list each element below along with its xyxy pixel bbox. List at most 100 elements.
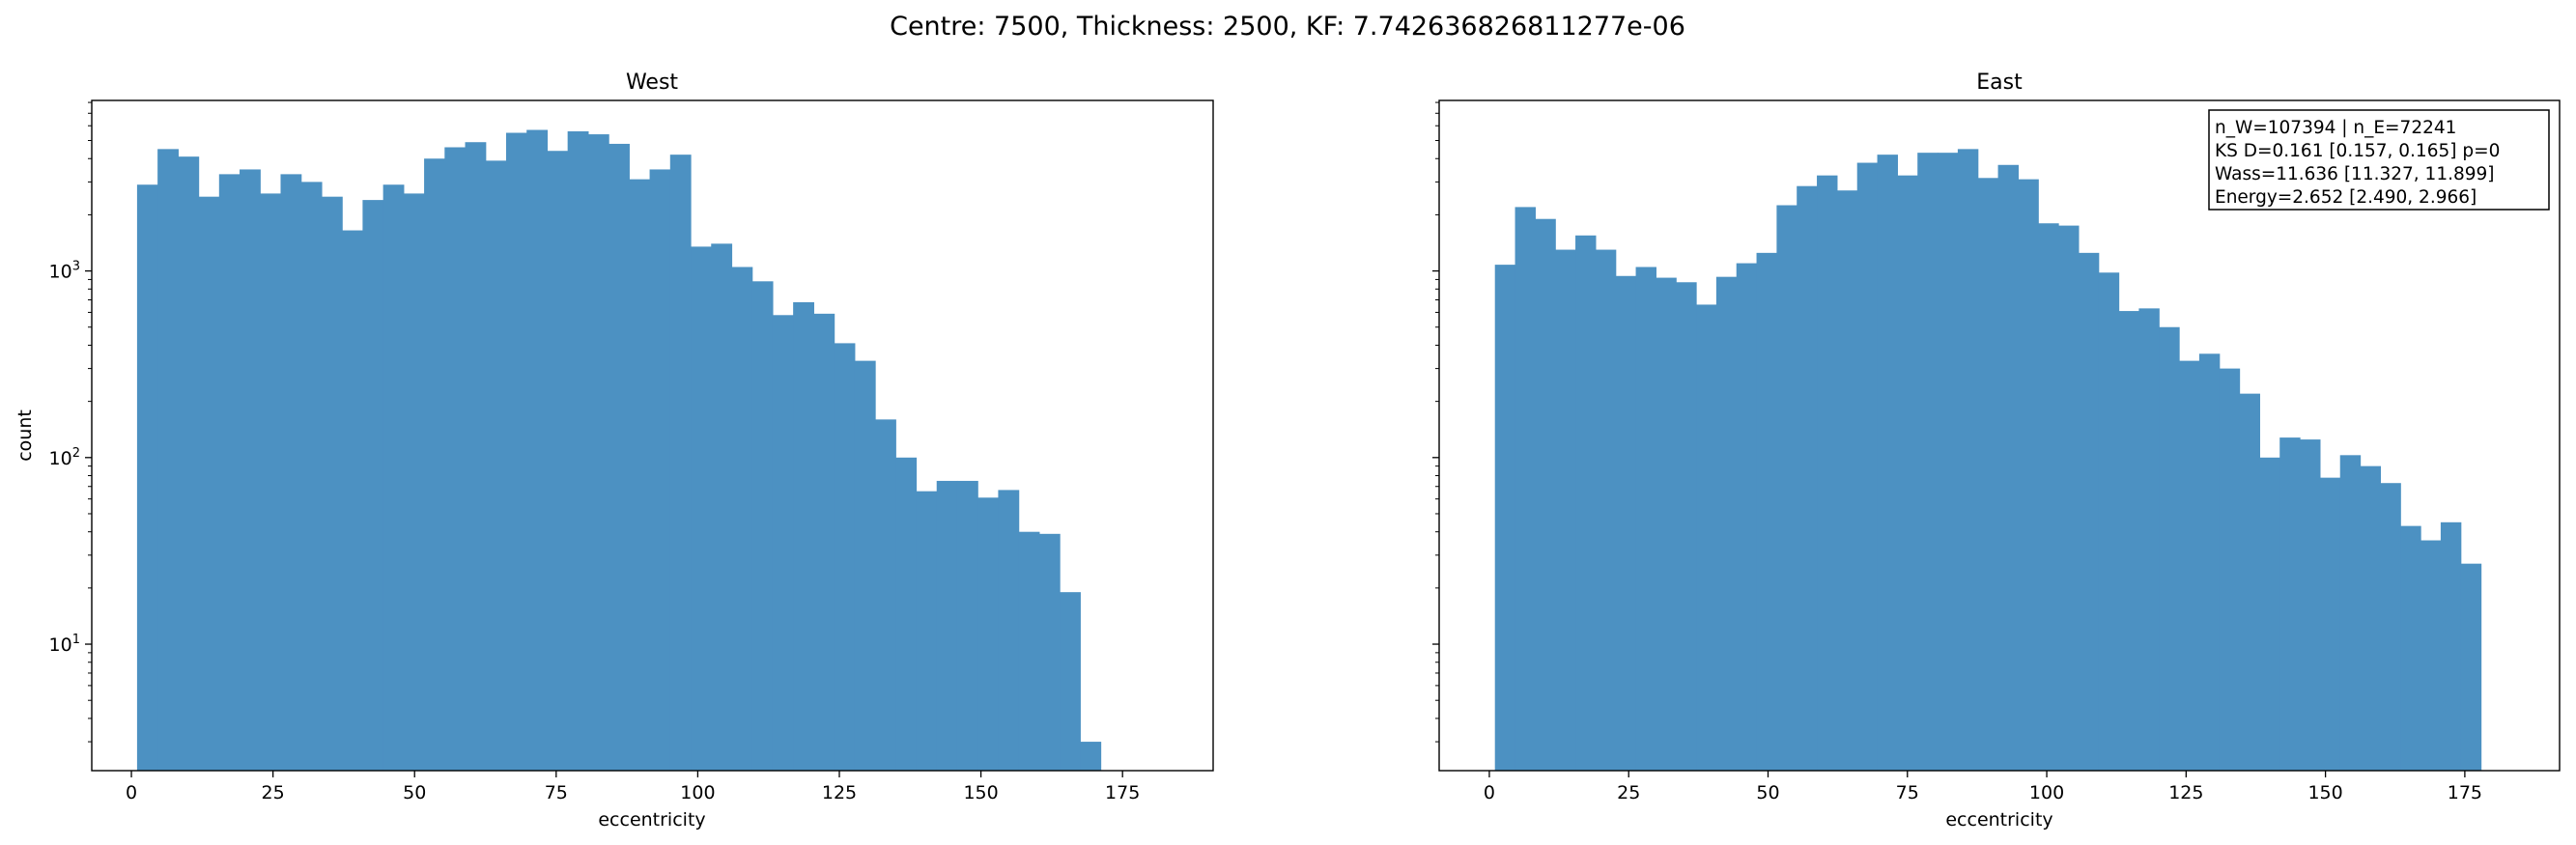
histogram-bar [1676, 282, 1697, 771]
stats-box-frame [2208, 109, 2550, 211]
histogram-bar [198, 196, 220, 771]
histogram-bar [2138, 308, 2160, 771]
x-tick-label: 75 [1896, 782, 1919, 803]
histogram-bar [2400, 525, 2421, 771]
histogram-bar [1997, 164, 2019, 771]
x-tick-label: 150 [2307, 782, 2342, 803]
histogram-bar [240, 169, 261, 771]
histogram-bar [1797, 185, 1818, 771]
histogram-bar [2179, 360, 2200, 771]
histogram-bar [1555, 249, 1576, 771]
west-chart: 0 25 50 75 100 125 150 175 101 102 103 West eccen… [14, 70, 1214, 831]
x-tick-label: 75 [545, 782, 568, 803]
histogram-bar [2198, 353, 2221, 771]
histogram-bar [300, 182, 323, 771]
histogram-bar [772, 315, 794, 771]
histogram-bar [2159, 326, 2180, 771]
stats-line-wass: Wass=11.636 [11.327, 11.899] [2215, 164, 2495, 184]
histogram-bar [1917, 153, 1939, 772]
east-x-ticks: 0 25 50 75 100 125 150 175 [1484, 771, 2482, 803]
east-title: East [1976, 70, 2023, 95]
histogram-bar [1957, 149, 1979, 772]
histogram-bar [2018, 179, 2039, 771]
figure-suptitle: Centre: 7500, Thickness: 2500, KF: 7.742… [890, 12, 1685, 42]
west-y-ticks: 101 102 103 [49, 101, 92, 743]
histogram-bar [629, 179, 651, 771]
histogram-bar [1836, 190, 1858, 772]
histogram-bar [1018, 531, 1040, 771]
histogram-bar [424, 158, 445, 772]
histogram-bar [260, 193, 282, 771]
x-tick-label: 0 [1484, 782, 1495, 803]
x-tick-label: 50 [1756, 782, 1779, 803]
histogram-bar [649, 169, 671, 771]
histogram-bar [403, 193, 425, 771]
histogram-bar [587, 134, 609, 771]
histogram-bar [2360, 465, 2381, 771]
histogram-bar [2420, 540, 2442, 771]
histogram-bar [1615, 275, 1637, 771]
histogram-bar [834, 343, 856, 771]
histogram-bar [2440, 521, 2462, 771]
histogram-bar [1977, 178, 1999, 772]
x-tick-label: 175 [1105, 782, 1140, 803]
east-y-ticks [1432, 101, 1439, 743]
histogram-bar [218, 174, 241, 771]
histogram-bar [1817, 175, 1838, 771]
histogram-bar [2460, 563, 2482, 771]
histogram-bar [854, 360, 876, 771]
histogram-bar [691, 246, 712, 771]
histogram-bar [977, 497, 1000, 771]
x-tick-label: 175 [2448, 782, 2482, 803]
histogram-bar [793, 301, 814, 771]
stats-box: n_W=107394 | n_E=72241 KS D=0.161 [0.157… [2208, 109, 2550, 211]
histogram-bar [2259, 457, 2280, 771]
histogram-bar [2118, 311, 2139, 771]
histogram-bar [813, 313, 835, 771]
histogram-bar [895, 457, 918, 771]
histogram-bar [382, 184, 405, 772]
histogram-bar [609, 143, 630, 771]
histogram-bar [1877, 155, 1898, 771]
histogram-bar [2098, 272, 2120, 771]
histogram-bar [136, 184, 158, 772]
histogram-bar [1938, 153, 1959, 772]
histogram-bar [567, 131, 589, 771]
histogram-bar [485, 160, 507, 772]
histogram-bar [362, 200, 384, 772]
x-tick-label: 150 [963, 782, 998, 803]
histogram-bar [1656, 277, 1677, 771]
histogram-bar [2058, 225, 2080, 772]
stats-line-energy: Energy=2.652 [2.490, 2.966] [2215, 187, 2477, 208]
west-title: West [626, 70, 678, 95]
histogram-bar [2300, 439, 2321, 771]
y-tick-label: 101 [49, 633, 80, 656]
histogram-bar [1595, 249, 1617, 771]
histogram-bar [1060, 592, 1081, 771]
histogram-bar [1736, 263, 1758, 772]
histogram-bar [465, 142, 487, 771]
histogram-bar [2078, 252, 2100, 772]
histogram-bar [1514, 207, 1536, 771]
histogram-bar [444, 147, 467, 771]
histogram-bar [2239, 393, 2260, 771]
histogram-bar [2038, 223, 2059, 771]
histogram-bar [342, 230, 363, 772]
histogram-bar [2319, 477, 2341, 771]
east-bars [1494, 149, 2482, 772]
histogram-bar [157, 149, 179, 772]
x-tick-label: 100 [680, 782, 715, 803]
west-axes-frame [91, 99, 1214, 772]
stats-line-ks: KS D=0.161 [0.157, 0.165] p=0 [2215, 141, 2500, 161]
histogram-bar [2279, 437, 2301, 771]
histogram-bar [178, 156, 200, 772]
west-x-ticks: 0 25 50 75 100 125 150 175 [126, 771, 1140, 803]
x-tick-label: 100 [2029, 782, 2064, 803]
histogram-bar [1635, 267, 1656, 772]
x-tick-label: 125 [822, 782, 857, 803]
west-bars [136, 129, 1102, 772]
histogram-bar [547, 151, 569, 772]
histogram-bar [2339, 455, 2362, 771]
histogram-bar [998, 490, 1020, 771]
